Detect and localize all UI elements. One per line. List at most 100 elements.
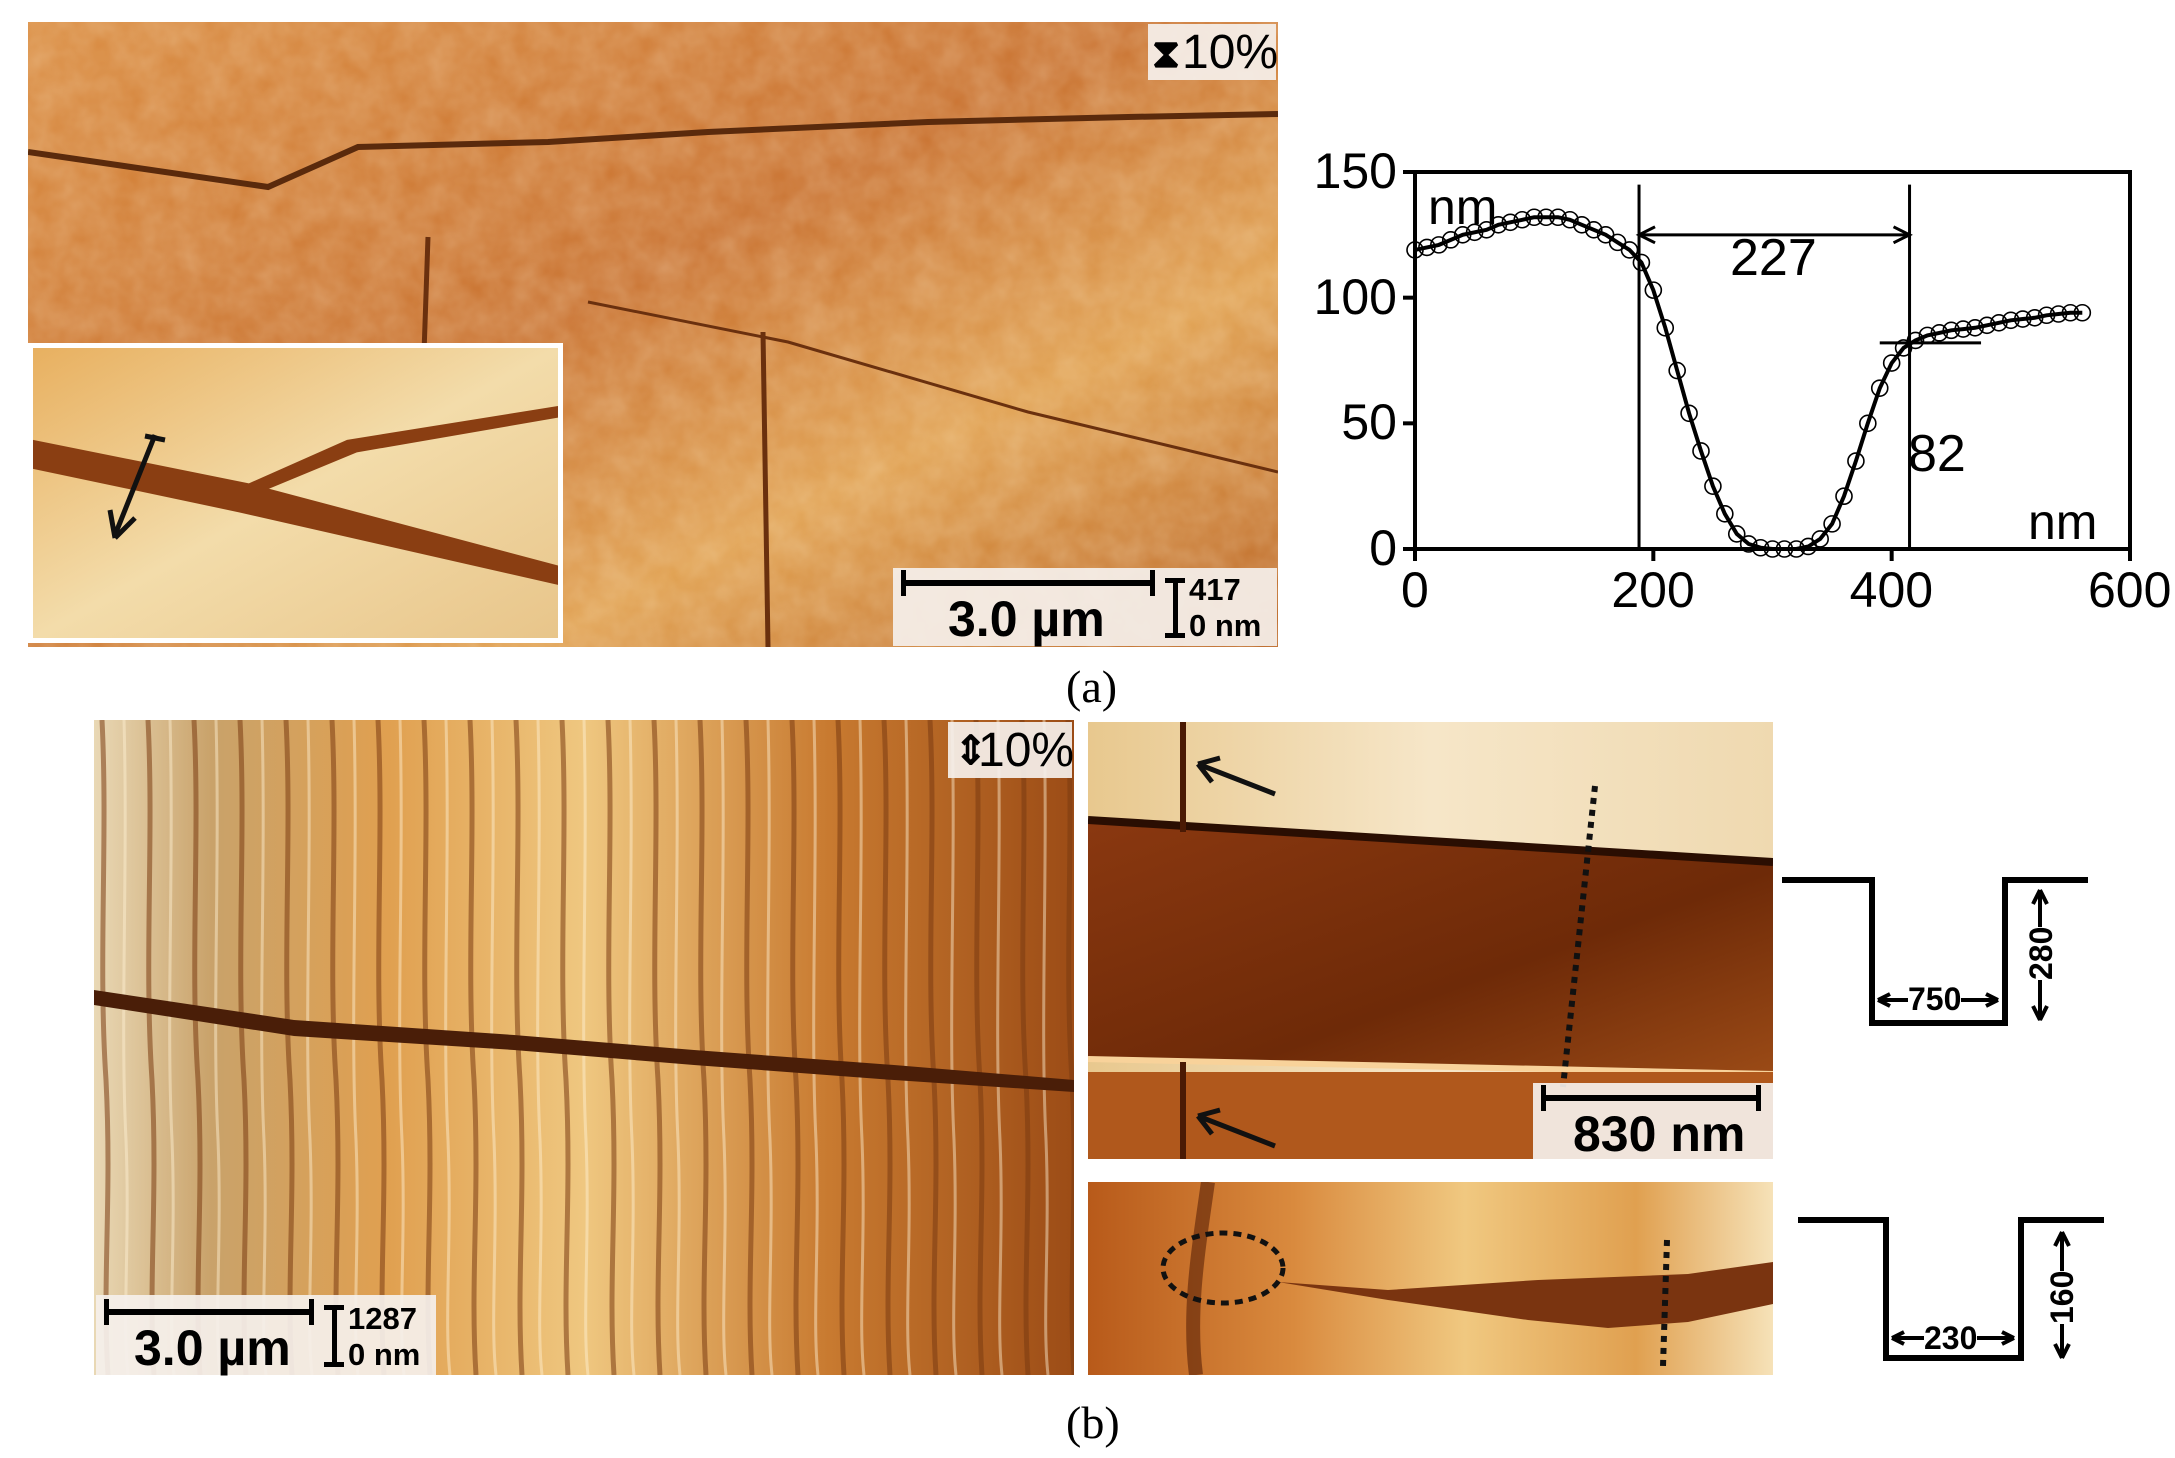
x-tick-label: 0 <box>1401 562 1429 618</box>
profile-data-point <box>1954 320 1972 338</box>
profile-data-point <box>1513 210 1532 229</box>
profile-data-point <box>1859 414 1877 433</box>
profile-data-point <box>1465 223 1484 242</box>
panel-a-inset <box>28 343 563 643</box>
profile-data-point <box>1835 487 1853 506</box>
dashed-ellipse <box>1160 1230 1286 1306</box>
x-tick-label: 200 <box>1611 562 1695 618</box>
profile-data-point <box>2025 308 2044 327</box>
profile-data-point <box>1727 525 1746 543</box>
profile-data-point <box>1537 208 1555 227</box>
y-tick-label: 150 <box>1313 143 1397 199</box>
profile-data-point <box>1930 324 1949 342</box>
profile-top-width: 750 <box>1908 981 1962 1017</box>
profile-data-point <box>1692 442 1710 460</box>
profile-data-point <box>2073 303 2092 322</box>
inset-double-arrow <box>107 433 166 540</box>
profile-data-point <box>1501 213 1520 232</box>
z-min-label: 0 nm <box>348 1337 421 1372</box>
profile-data-point <box>1668 361 1686 380</box>
profile-data-point <box>1751 538 1770 557</box>
width-arrow-head <box>1892 225 1913 245</box>
scale-bar-line <box>1541 1095 1761 1101</box>
profile-data-point <box>1477 221 1496 239</box>
panel-b-scale-bar: 3.0 µm 1287 0 nm <box>96 1295 436 1375</box>
scale-bar-label: 3.0 µm <box>134 1320 291 1376</box>
profile-data-point <box>1584 221 1603 239</box>
profile-data-point <box>1966 319 1984 337</box>
scale-bar-label: 830 nm <box>1573 1106 1746 1162</box>
panel-a-profile-chart <box>1403 170 2132 561</box>
panel-b-zoom-scale-bar: 830 nm <box>1533 1083 1773 1159</box>
profile-data-point <box>1763 540 1782 558</box>
panel-b-afm-image <box>94 720 1074 1375</box>
profile-data-point <box>1632 253 1651 272</box>
panel-a-caption: (a) <box>1066 661 1118 712</box>
height-scale-icon: ⇕ <box>954 729 988 773</box>
width-annotation: 227 <box>1730 229 1817 287</box>
profile-top-depth: 280 <box>2023 926 2059 980</box>
profile-cut-line <box>1660 1239 1670 1367</box>
arrow-icon <box>1196 755 1276 797</box>
arrow-icon <box>1196 1107 1276 1149</box>
scale-bar-line <box>104 1309 314 1315</box>
z-scale-bar <box>332 1305 337 1367</box>
profile-data-point <box>1882 354 1901 372</box>
profile-bottom-depth: 160 <box>2044 1270 2080 1324</box>
profile-data-point <box>1406 241 1424 259</box>
profile-data-point <box>1489 215 1508 234</box>
profile-data-point <box>1644 281 1663 299</box>
profile-data-point <box>1870 379 1889 397</box>
profile-data-point <box>1549 208 1567 227</box>
panel-b-caption: (b) <box>1066 1397 1120 1448</box>
panel-b-height-scale: ⇕ 10% <box>948 722 1075 778</box>
x-unit-label: nm <box>2028 494 2098 550</box>
profile-data-point <box>1441 231 1460 249</box>
profile-cut-line <box>1560 785 1598 1088</box>
profile-data-point <box>2049 305 2068 323</box>
y-tick-label: 0 <box>1369 520 1397 576</box>
z-scale-bar <box>1173 578 1178 638</box>
width-arrow-head <box>1635 225 1656 245</box>
z-min-label: 0 nm <box>1189 608 1262 643</box>
profile-data-point <box>1620 241 1639 259</box>
profile-data-point <box>1716 505 1734 523</box>
profile-data-point <box>1453 226 1472 244</box>
y-tick-label: 50 <box>1341 394 1397 451</box>
profile-data-point <box>1847 452 1865 470</box>
profile-data-point <box>1775 540 1794 558</box>
panel-a-height-scale: ⧗ 10% <box>1148 24 1279 80</box>
profile-data-point <box>1656 319 1675 337</box>
height-scale-value: 10% <box>978 724 1075 777</box>
scale-bar-line <box>901 580 1155 586</box>
scale-bar-label: 3.0 µm <box>948 591 1105 647</box>
profile-data-point <box>1811 530 1829 548</box>
profile-data-point <box>1680 404 1698 423</box>
panel-b-zoom-bottom <box>1088 1182 1773 1375</box>
profile-data-point <box>1525 208 1543 227</box>
profile-data-point <box>1823 515 1841 533</box>
profile-data-point <box>1787 540 1806 558</box>
height-scale-icon: ⧗ <box>1152 32 1181 76</box>
x-tick-label: 400 <box>1849 562 1934 618</box>
profile-data-point <box>1430 236 1448 254</box>
profile-data-point <box>1990 314 2008 332</box>
z-max-label: 1287 <box>348 1301 417 1336</box>
profile-data-point <box>1573 215 1591 234</box>
x-tick-label: 600 <box>2088 562 2172 618</box>
profile-data-point <box>2013 310 2032 328</box>
profile-data-point <box>1906 331 1925 350</box>
profile-bottom-width: 230 <box>1924 1320 1978 1356</box>
profile-data-point <box>2061 303 2080 322</box>
profile-data-point <box>1739 535 1758 553</box>
profile-data-point <box>2037 306 2056 325</box>
panel-a-scale-bar: 3.0 µm 417 0 nm <box>893 568 1277 646</box>
z-max-label: 417 <box>1189 572 1241 607</box>
panel-b-zoom-top <box>1088 722 1773 1159</box>
profile-data-point <box>2002 311 2020 330</box>
height-scale-value: 10% <box>1182 26 1279 79</box>
depth-annotation: 82 <box>1908 425 1966 483</box>
profile-data-point <box>1704 477 1722 495</box>
profile-data-point <box>1561 210 1579 229</box>
profile-data-point <box>1918 326 1937 345</box>
